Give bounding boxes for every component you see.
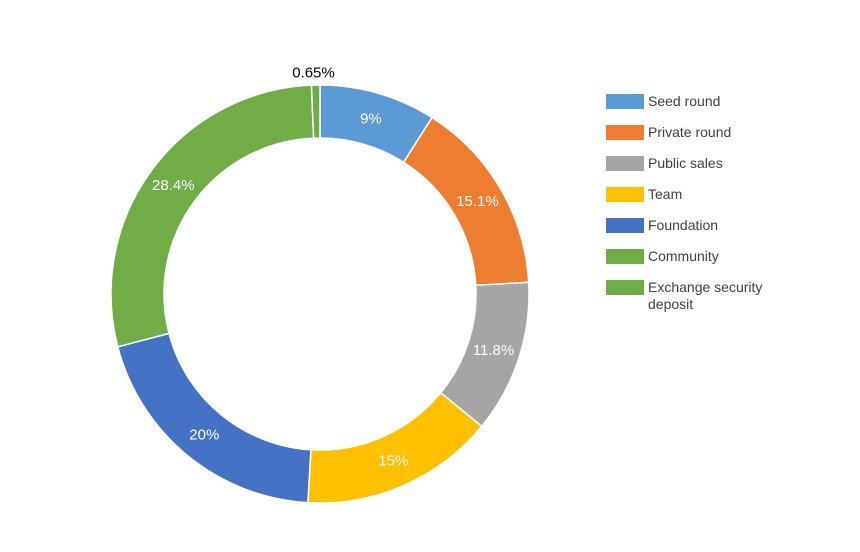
slice-label: 11.8% xyxy=(473,342,514,359)
slice-foundation xyxy=(116,332,312,504)
slice-label: 0.65% xyxy=(292,65,335,82)
slice-label: 15.1% xyxy=(456,193,499,210)
legend-swatch xyxy=(606,280,644,295)
slice-community xyxy=(110,84,315,348)
legend-label: Exchange security deposit xyxy=(648,279,763,312)
slice-team xyxy=(307,391,483,504)
slice-label: 20% xyxy=(189,427,219,444)
donut-chart: 9% 15.1% 11.8% 15% 20% 28.4% 0.65% xyxy=(110,65,530,504)
legend-label: Team xyxy=(648,186,683,202)
slice-label: 28.4% xyxy=(152,177,195,194)
legend-label: Community xyxy=(648,248,719,264)
legend-label: Foundation xyxy=(648,217,719,233)
legend-item: Exchange security deposit xyxy=(606,279,846,313)
legend-swatch xyxy=(606,187,644,202)
legend-swatch xyxy=(606,218,644,233)
legend-swatch xyxy=(606,156,644,171)
legend-item: Foundation xyxy=(606,217,846,234)
legend-item: Seed round xyxy=(606,93,846,110)
legend-swatch xyxy=(606,249,644,264)
slice-label: 15% xyxy=(378,453,408,470)
legend-item: Community xyxy=(606,248,846,265)
slice-label: 9% xyxy=(360,110,382,127)
slice-exchange-security-deposit xyxy=(310,84,321,139)
legend-label: Public sales xyxy=(648,155,723,171)
legend-label: Seed round xyxy=(648,93,721,109)
legend-swatch xyxy=(606,125,644,140)
chart-legend: Seed round Private round Public sales Team F… xyxy=(606,93,846,328)
legend-item: Team xyxy=(606,186,846,203)
legend-swatch xyxy=(606,94,644,109)
legend-item: Public sales xyxy=(606,155,846,172)
legend-label: Private round xyxy=(648,124,732,140)
legend-item: Private round xyxy=(606,124,846,141)
